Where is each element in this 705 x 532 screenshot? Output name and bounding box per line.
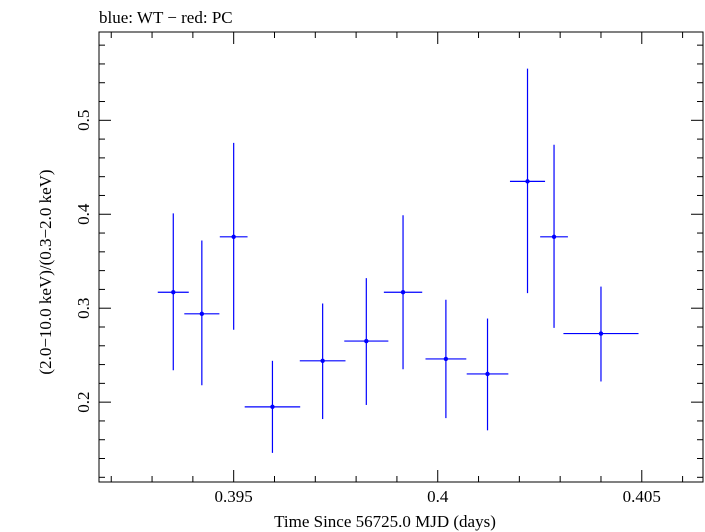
point-marker <box>270 404 275 410</box>
axis-tick-labels: 0.395 0.4 0.405 0.2 0.3 0.4 0.5 <box>74 110 661 506</box>
y-axis-label: (2.0−10.0 keV)/(0.3−2.0 keV) <box>36 169 55 374</box>
x-tick-label: 0.395 <box>215 487 253 506</box>
point-marker <box>231 234 236 240</box>
point-marker <box>171 290 176 295</box>
point-marker <box>525 179 530 184</box>
point-marker <box>598 331 604 336</box>
point-marker <box>443 356 449 362</box>
plot-frame <box>98 31 704 483</box>
data-point <box>157 213 189 371</box>
point-marker <box>551 234 557 240</box>
data-point <box>299 303 346 420</box>
point-marker <box>400 290 406 295</box>
data-point <box>425 299 467 419</box>
data-point <box>563 286 639 382</box>
data-point <box>244 360 301 453</box>
point-marker <box>485 371 490 377</box>
y-tick-label: 0.5 <box>74 110 93 131</box>
data-point <box>383 215 423 370</box>
x-axis-label: Time Since 56725.0 MJD (days) <box>274 512 496 531</box>
data-point <box>540 144 568 328</box>
x-tick-label: 0.4 <box>427 487 449 506</box>
chart-title: blue: WT − red: PC <box>99 8 233 27</box>
x-tick-label: 0.405 <box>623 487 661 506</box>
point-marker <box>320 358 325 364</box>
y-tick-label: 0.4 <box>74 203 93 225</box>
point-marker <box>364 338 369 344</box>
axis-ticks <box>99 32 703 482</box>
data-point <box>184 240 220 386</box>
data-point <box>344 278 389 405</box>
y-tick-label: 0.3 <box>74 298 93 319</box>
data-point <box>466 318 509 431</box>
point-marker <box>199 311 205 317</box>
data-point <box>219 142 248 330</box>
y-tick-label: 0.2 <box>74 392 93 413</box>
data-points <box>157 68 639 453</box>
data-point <box>509 68 546 294</box>
